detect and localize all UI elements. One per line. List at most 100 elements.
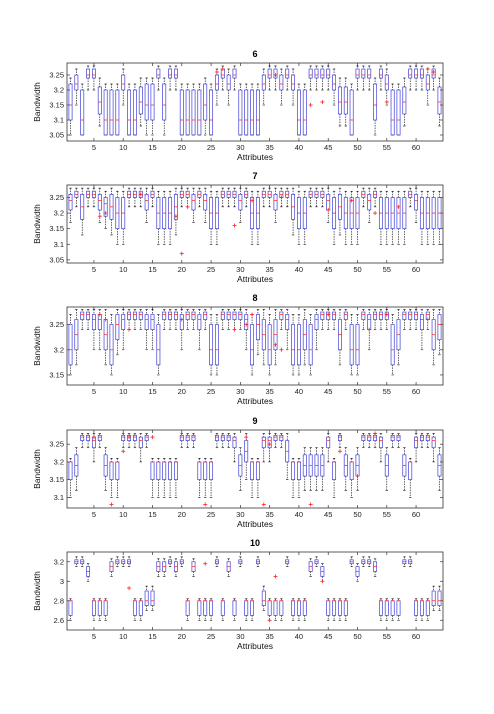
chart-title: 8 [252, 293, 257, 303]
iqr-box [203, 311, 208, 320]
x-tick-label: 35 [265, 632, 273, 641]
box-60 [414, 598, 419, 621]
box-7 [103, 447, 108, 491]
iqr-box [261, 74, 266, 91]
iqr-box [267, 436, 272, 449]
iqr-box [127, 311, 132, 320]
iqr-box [232, 600, 237, 616]
iqr-box [337, 600, 342, 616]
iqr-box [367, 434, 372, 441]
box-63 [431, 309, 436, 366]
outlier-1 [203, 561, 208, 566]
x-axis-label: Attributes [237, 396, 273, 406]
iqr-box [384, 311, 389, 320]
iqr-box [414, 68, 419, 79]
iqr-box [74, 74, 79, 91]
y-axis-label: Bandwidth [32, 571, 42, 611]
iqr-box [226, 434, 231, 441]
box-4 [86, 433, 91, 449]
outlier-4 [320, 100, 325, 104]
iqr-box [109, 461, 114, 480]
box-26 [214, 314, 219, 376]
box-41 [302, 598, 307, 621]
outlier-9 [308, 502, 313, 507]
x-tick-label: 40 [295, 143, 303, 152]
box-29 [232, 187, 237, 208]
box-24 [203, 309, 208, 330]
box-14 [144, 433, 149, 449]
x-tick-label: 5 [92, 387, 96, 396]
outlier-0 [97, 312, 102, 317]
box-2 [74, 187, 79, 208]
x-axis-label: Attributes [237, 519, 273, 529]
y-axis-label: Bandwidth [32, 82, 42, 122]
iqr-box [68, 83, 73, 121]
iqr-box [191, 89, 196, 136]
iqr-box [86, 311, 91, 320]
box-9 [115, 309, 120, 356]
box-19 [173, 309, 178, 330]
outlier-0 [214, 70, 219, 74]
iqr-box [203, 194, 208, 211]
box-39 [291, 598, 296, 621]
box-46 [332, 68, 337, 106]
box-15 [150, 187, 155, 208]
box-25 [209, 458, 214, 498]
box-58 [402, 77, 407, 127]
box-52 [367, 187, 372, 223]
box-2 [74, 309, 79, 366]
outlier-4 [320, 579, 325, 584]
iqr-box [168, 68, 173, 79]
box-51 [361, 187, 366, 208]
iqr-box [121, 314, 126, 330]
box-53 [373, 433, 378, 449]
x-tick-label: 40 [295, 632, 303, 641]
box-3 [80, 556, 85, 567]
y-tick-label: 3.1 [54, 240, 64, 249]
box-24 [203, 598, 208, 621]
box-6 [97, 598, 102, 621]
box-31 [244, 309, 249, 351]
box-46 [332, 458, 337, 498]
iqr-box [185, 600, 190, 616]
y-tick-label: 3.2 [54, 345, 64, 354]
iqr-box [419, 600, 424, 616]
box-50 [355, 314, 360, 376]
x-axis-label: Attributes [237, 641, 273, 651]
x-tick-label: 25 [207, 510, 215, 519]
outlier-12 [425, 317, 430, 322]
box-42 [308, 187, 313, 208]
box-11 [127, 556, 132, 567]
box-4 [86, 65, 91, 91]
iqr-box [390, 89, 395, 136]
iqr-box [367, 68, 372, 79]
iqr-box [250, 461, 255, 480]
box-16 [156, 190, 161, 245]
iqr-box [203, 461, 208, 480]
box-42 [308, 65, 313, 91]
iqr-box [250, 600, 255, 616]
panel-6: 6 3.05 3.1 3.15 3.2 3.25 5 10 15 20 25 30 35 40 45 50 55… [32, 49, 444, 162]
iqr-box [214, 434, 219, 441]
iqr-box [414, 311, 419, 320]
iqr-box [68, 194, 73, 211]
x-tick-label: 10 [119, 387, 127, 396]
outlier-3 [127, 435, 132, 440]
box-31 [244, 187, 249, 208]
box-8 [109, 314, 114, 376]
iqr-box [291, 324, 296, 366]
box-5 [91, 309, 96, 351]
iqr-box [332, 461, 337, 480]
panel-10: 10 2.6 2.8 3 3.2 5 10 15 20 25 30 35 40 45 50 55 60 Attri… [32, 538, 444, 651]
box-25 [209, 190, 214, 245]
box-40 [296, 458, 301, 498]
box-10 [121, 68, 126, 106]
iqr-box [285, 314, 290, 330]
box-41 [302, 190, 307, 245]
box-51 [361, 556, 366, 567]
iqr-box [109, 324, 114, 366]
x-tick-label: 40 [295, 265, 303, 274]
box-38 [285, 65, 290, 91]
box-22 [191, 309, 196, 330]
